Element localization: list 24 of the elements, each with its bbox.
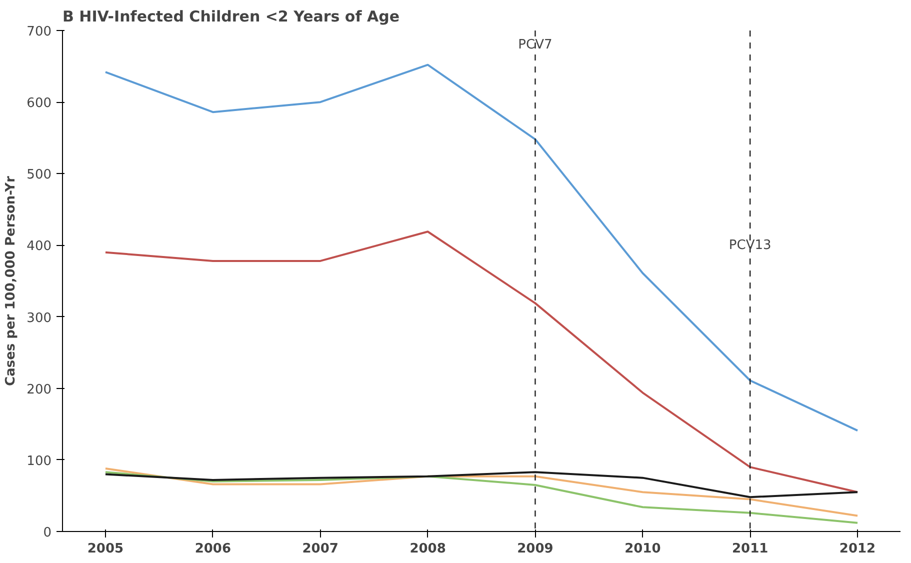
line-series [104,64,859,432]
line-series [104,468,859,517]
y-tick-label: 200 [26,382,52,398]
y-tick-label: 300 [26,310,52,326]
y-tick-label: 0 [43,526,52,540]
chart-title: B HIV-Infected Children <2 Years of Age [62,8,400,26]
x-tick-label: 2010 [624,542,661,556]
line-series [104,471,859,524]
x-tick-label: 2007 [302,542,338,556]
x-tick-label: 2009 [517,542,554,556]
ref-line-label: PCV7 [518,38,552,52]
y-axis-title: Cases per 100,000 Person-Yr [4,175,19,386]
ref-line-label: PCV13 [728,238,772,253]
x-tick-label: 2006 [194,542,232,556]
y-tick-label: 400 [26,239,52,254]
y-tick-label: 700 [26,24,52,40]
y-tick-label: 600 [26,96,52,112]
y-tick-label: 500 [26,168,52,183]
line-series [104,230,859,494]
y-tick-label: 100 [26,454,52,469]
x-tick-label: 2012 [839,542,876,556]
x-tick-label: 2008 [410,542,446,556]
x-tick-label: 2011 [732,542,768,556]
x-tick-label: 2005 [87,542,124,556]
